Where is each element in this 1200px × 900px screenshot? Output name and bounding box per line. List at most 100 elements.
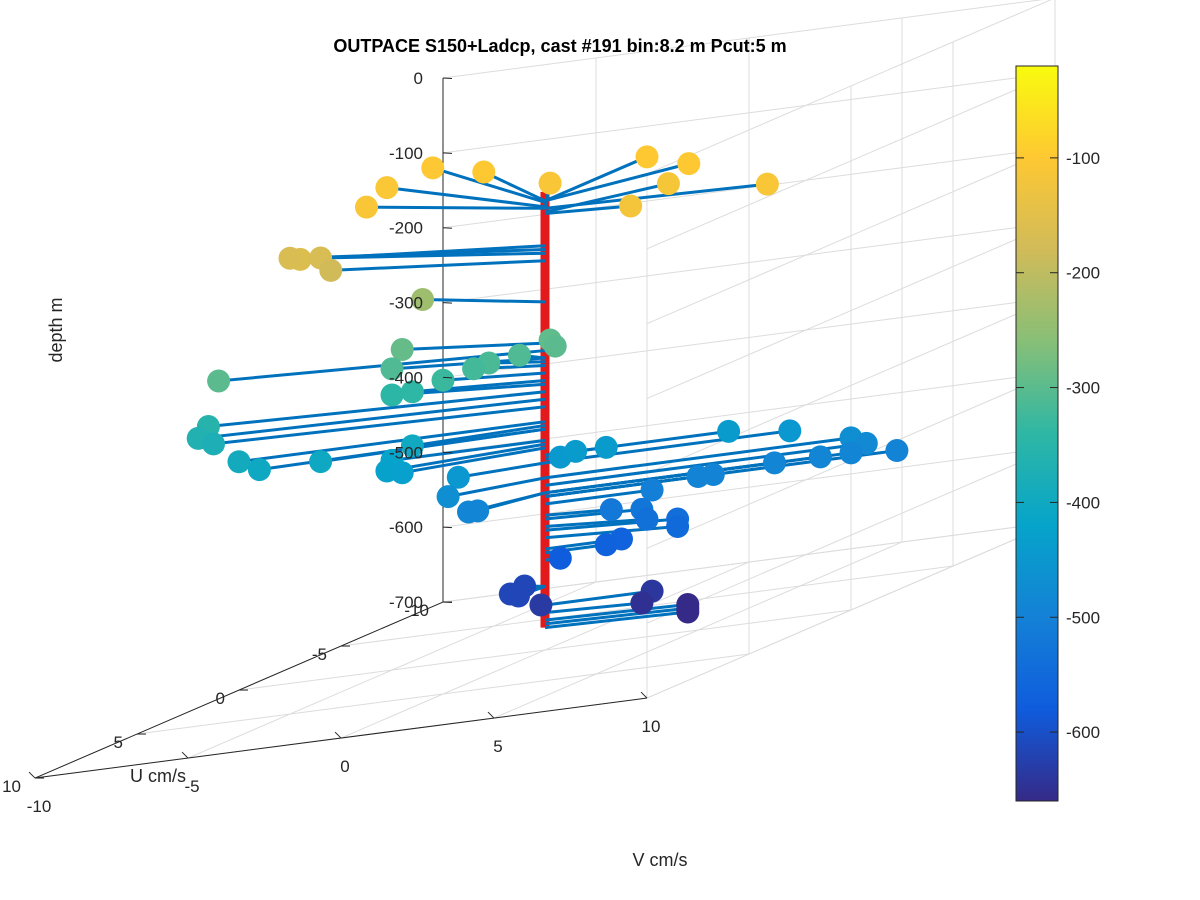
grid-line (646, 72, 1056, 250)
data-point (755, 172, 779, 196)
grid-line (646, 0, 1052, 175)
velocity-vector (544, 525, 678, 540)
x-tick-label: 0 (340, 757, 349, 776)
data-point (677, 152, 701, 176)
y-tick-label: 10 (2, 777, 21, 796)
grid-line (442, 72, 1056, 154)
data-point (594, 435, 618, 459)
z-tick-label: -700 (389, 593, 423, 612)
x-tick-label: 10 (642, 717, 661, 736)
axis-ticks: 0-100-200-300-400-500-600-700-10-50510-1… (2, 69, 660, 816)
data-point (666, 515, 690, 539)
data-marks (186, 145, 909, 630)
velocity-vector (544, 603, 688, 622)
z-axis-label: depth m (46, 297, 66, 362)
velocity-vector (412, 423, 546, 448)
velocity-vector (198, 397, 546, 440)
data-point (466, 499, 490, 523)
grid-line (442, 0, 1044, 79)
data-point (380, 383, 404, 407)
velocity-vector (544, 436, 852, 480)
z-tick-mark (442, 526, 453, 529)
data-point (763, 451, 786, 475)
z-tick-mark (442, 302, 453, 304)
data-point (380, 357, 404, 381)
grid-line (646, 446, 1056, 624)
velocity-vector (544, 488, 653, 506)
data-point (247, 458, 271, 482)
data-point (635, 507, 659, 531)
z-tick-mark (442, 152, 453, 154)
data-point (411, 287, 435, 311)
z-tick-label: -600 (389, 518, 423, 537)
z-tick-label: -300 (389, 294, 423, 313)
z-tick-mark (442, 77, 453, 79)
colorbar-tick-label: -200 (1066, 264, 1100, 283)
data-point (676, 600, 700, 624)
velocity-vector (544, 182, 768, 210)
data-point (548, 546, 572, 570)
velocity-vector (544, 507, 643, 521)
data-point (355, 195, 378, 219)
data-point (529, 593, 553, 617)
velocity-vector (544, 475, 699, 499)
data-point (808, 445, 832, 469)
chart-title: OUTPACE S150+Ladcp, cast #191 bin:8.2 m … (333, 36, 786, 56)
velocity-vector (391, 438, 546, 462)
data-point (472, 160, 496, 184)
velocity-vector (544, 204, 631, 216)
z-tick-label: -200 (389, 219, 423, 238)
velocity-vector (213, 405, 546, 446)
colorbar-tick-label: -100 (1066, 149, 1100, 168)
data-point (635, 145, 659, 169)
data-point (421, 156, 445, 180)
x-tick-label: -5 (184, 777, 199, 796)
velocity-vector (442, 371, 546, 382)
velocity-vector (544, 461, 775, 495)
y-axis-label: U cm/s (130, 766, 186, 786)
data-point (839, 441, 863, 465)
data-point (564, 439, 588, 463)
data-point (543, 334, 567, 358)
z-tick-mark (442, 376, 453, 379)
z-tick-label: -400 (389, 368, 423, 387)
x-tick-mark (334, 731, 342, 739)
data-point (594, 533, 618, 557)
data-point (686, 465, 710, 489)
velocity-vector (544, 606, 688, 626)
velocity-vector (386, 186, 546, 209)
velocity-vector (544, 610, 688, 630)
grid-line (646, 222, 1056, 400)
z-tick-label: 0 (414, 69, 423, 88)
data-point (885, 439, 909, 463)
velocity-vector (544, 601, 643, 615)
x-tick-mark (640, 691, 648, 699)
colorbar-tick-label: -300 (1066, 379, 1100, 398)
data-point (538, 171, 562, 195)
data-point (390, 461, 414, 485)
x-tick-label: 5 (493, 737, 502, 756)
x-tick-mark (28, 771, 36, 779)
y-tick-label: 5 (114, 733, 123, 752)
data-point (431, 368, 455, 392)
data-point (446, 465, 470, 489)
data-point (436, 485, 460, 509)
data-point (778, 419, 802, 443)
velocity-vector (544, 589, 653, 607)
z-tick-label: -500 (389, 443, 423, 462)
y-tick-label: -10 (404, 601, 429, 620)
data-point (656, 172, 680, 196)
y-tick-label: 0 (216, 689, 225, 708)
grid-line (646, 296, 1056, 474)
data-point (390, 337, 414, 361)
data-point (717, 419, 741, 443)
data-point (319, 258, 343, 282)
data-point (400, 380, 424, 404)
x-tick-label: -10 (27, 797, 52, 816)
data-point (309, 450, 333, 474)
grid-line (646, 147, 1056, 325)
velocity-vector (458, 461, 546, 479)
velocity-vector (432, 166, 546, 204)
velocity-vector (401, 446, 546, 475)
